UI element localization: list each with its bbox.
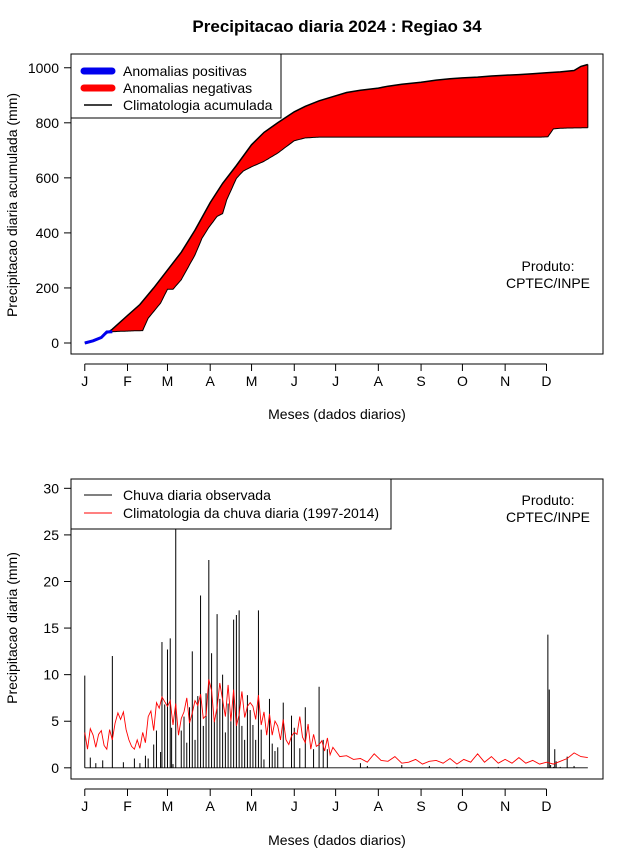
daily-precipitation-panel: 0 5 10 15 20 25 30 J F M A M J J A S O N D Precipitacao di… [4, 478, 604, 848]
x-tick-label: O [457, 798, 468, 814]
x-tick-label: N [500, 373, 510, 389]
panel2-ylabel: Precipitacao diaria (mm) [4, 552, 20, 704]
x-tick-label: A [374, 373, 384, 389]
x-tick-label: S [416, 373, 425, 389]
y-tick-label: 10 [43, 667, 59, 683]
climatology-accumulated-line [84, 63, 588, 344]
x-tick-label: D [541, 798, 551, 814]
y-tick-label: 0 [51, 760, 59, 776]
x-tick-label: J [81, 373, 88, 389]
legend-label-climatology: Climatologia acumulada [123, 97, 273, 113]
x-tick-label: O [457, 373, 468, 389]
x-tick-label: A [206, 798, 216, 814]
negative-anomaly-area [84, 64, 588, 343]
panel2-legend-box [70, 478, 392, 530]
x-tick-label: F [123, 798, 132, 814]
chart-title: Precipitacao diaria 2024 : Regiao 34 [192, 17, 482, 36]
x-tick-label: F [123, 373, 132, 389]
y-tick-label: 400 [36, 225, 60, 241]
legend-label-negative: Anomalias negativas [123, 80, 252, 96]
x-tick-label: A [206, 373, 216, 389]
x-tick-label: J [291, 798, 298, 814]
panel2-xlabel: Meses (dados diarios) [268, 832, 406, 848]
panel2-product-label: Produto: [522, 492, 575, 508]
x-tick-label: M [162, 373, 174, 389]
y-tick-label: 1000 [28, 60, 59, 76]
panel2-data-layer [84, 518, 588, 769]
y-tick-label: 15 [43, 620, 59, 636]
panel1-product-label: Produto: [522, 258, 575, 274]
y-tick-label: 200 [36, 280, 60, 296]
panel1-legend: Anomalias positivas Anomalias negativas … [70, 53, 282, 119]
y-tick-label: 0 [51, 335, 59, 351]
panel1-data-layer [84, 63, 589, 345]
y-tick-label: 800 [36, 115, 60, 131]
positive-anomaly-segment [84, 330, 113, 345]
y-tick-label: 20 [43, 573, 59, 589]
x-tick-label: J [81, 798, 88, 814]
panel1-ylabel: Precipitacao diaria acumulada (mm) [4, 93, 20, 317]
x-tick-label: M [162, 798, 174, 814]
legend-label-positive: Anomalias positivas [123, 63, 247, 79]
y-tick-label: 25 [43, 527, 59, 543]
x-tick-label: J [291, 373, 298, 389]
y-tick-label: 5 [51, 713, 59, 729]
x-tick-label: M [246, 373, 258, 389]
x-tick-label: J [332, 798, 339, 814]
legend-label-observed: Chuva diaria observada [123, 487, 271, 503]
x-tick-label: S [416, 798, 425, 814]
accumulated-precipitation-panel: 0 200 400 600 800 1000 J F M A M J J A S O N D Precipitac… [4, 53, 604, 422]
panel2-legend: Chuva diaria observada Climatologia da c… [70, 478, 392, 530]
x-tick-label: J [332, 373, 339, 389]
panel2-axes: 0 5 10 15 20 25 30 J F M A M J J A S O N D [43, 480, 551, 814]
y-tick-label: 30 [43, 480, 59, 496]
x-tick-label: D [541, 373, 551, 389]
panel2-product-source: CPTEC/INPE [506, 509, 590, 525]
observed-accumulated-line [84, 127, 588, 344]
panel1-xlabel: Meses (dados diarios) [268, 406, 406, 422]
climatology-daily-line [84, 679, 588, 765]
y-tick-label: 600 [36, 170, 60, 186]
panel1-product-source: CPTEC/INPE [506, 275, 590, 291]
x-tick-label: N [500, 798, 510, 814]
panel1-axes: 0 200 400 600 800 1000 J F M A M J J A S O N D [28, 60, 552, 389]
legend-label-clim-daily: Climatologia da chuva diaria (1997-2014) [123, 505, 379, 521]
x-tick-label: M [246, 798, 258, 814]
x-tick-label: A [374, 798, 384, 814]
